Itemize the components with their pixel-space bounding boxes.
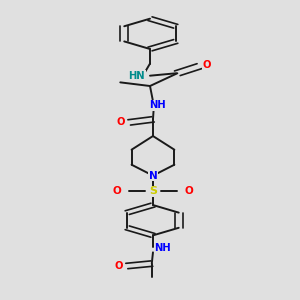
Text: O: O [203,60,211,70]
Text: NH: NH [149,100,166,110]
Text: O: O [114,261,123,271]
Text: HN: HN [129,71,145,81]
Text: O: O [117,117,125,128]
Text: N: N [148,171,157,181]
Text: O: O [184,186,193,197]
Text: O: O [113,186,122,197]
Text: NH: NH [154,242,171,253]
Text: S: S [149,186,157,197]
